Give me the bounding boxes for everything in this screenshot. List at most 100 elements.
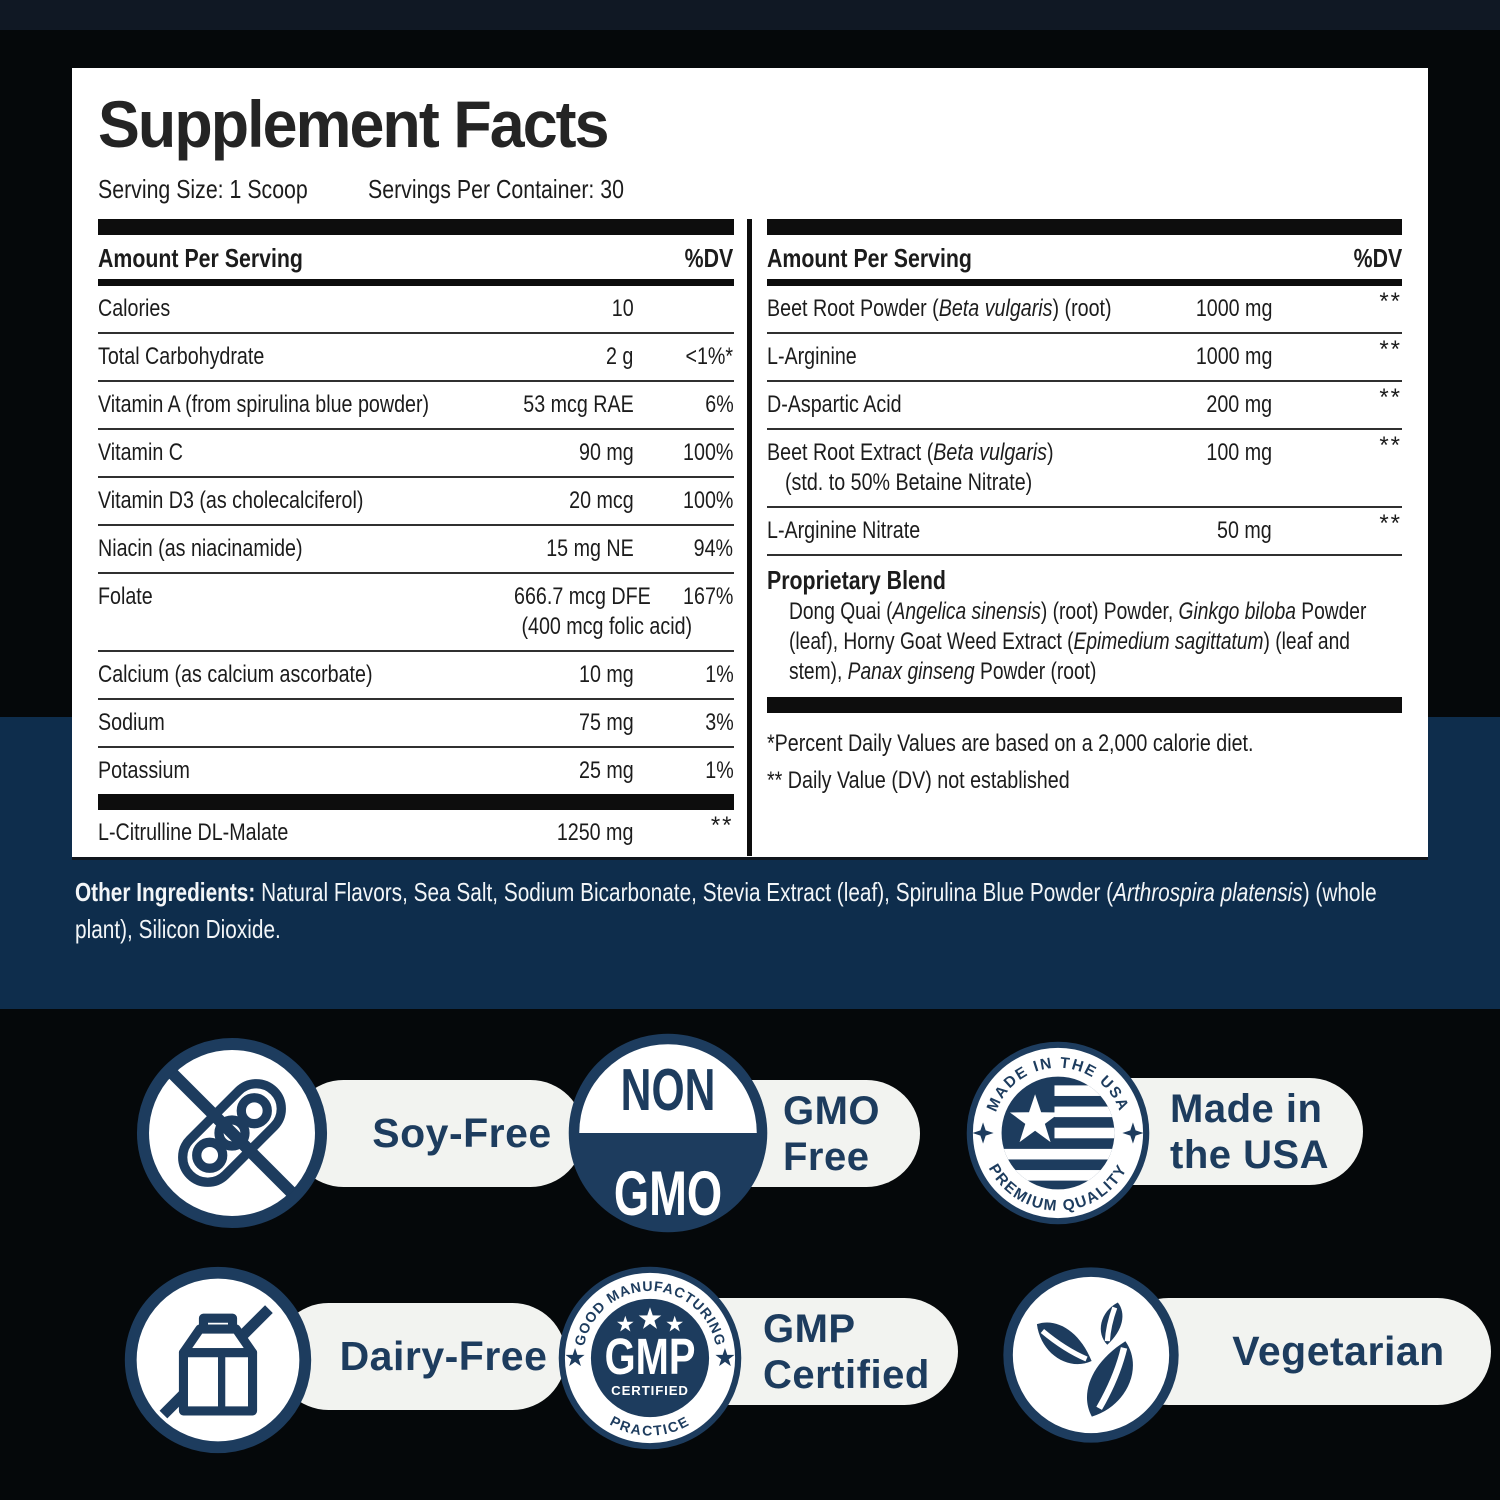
nutrient-rows-right: Beet Root Powder (Beta vulgaris) (root) 1…	[766, 286, 1403, 554]
nutrient-amount: 50 mg	[1217, 517, 1272, 544]
table-row: L-Arginine Nitrate 50 mg **	[766, 506, 1402, 554]
badge-label: Made in the USA	[1170, 1086, 1330, 1177]
nutrient-name: Total Carbohydrate	[98, 343, 265, 370]
non-gmo-seal-icon: NON GMO	[568, 1033, 768, 1233]
footnote: *Percent Daily Values are based on a 2,0…	[766, 730, 1253, 757]
table-row: Beet Root Extract (Beta vulgaris) (std. t…	[766, 428, 1402, 506]
badge-label: GMP Certified	[763, 1306, 930, 1397]
nutrient-name: L-Arginine	[766, 343, 857, 370]
column-header: Amount Per Serving %DV	[767, 235, 1403, 279]
separator-bar	[98, 219, 734, 235]
servings-per-container-label: Servings Per Container: 30	[367, 174, 624, 204]
nutrient-name: L-Arginine Nitrate	[766, 517, 920, 544]
amount-per-serving-header: Amount Per Serving	[98, 243, 303, 273]
other-ingredients: Other Ingredients: Natural Flavors, Sea …	[75, 877, 1377, 944]
nutrient-dv: **	[1379, 336, 1402, 363]
proprietary-blend: Proprietary Blend Dong Quai (Angelica si…	[766, 554, 1402, 697]
supplement-facts-panel: Supplement Facts Serving Size: 1 Scoop S…	[72, 68, 1428, 860]
dv-header: %DV	[1353, 243, 1402, 273]
nutrient-dv: 3%	[705, 709, 734, 736]
badge-pill-dairy-free: Dairy-Free	[275, 1303, 566, 1410]
table-row: L-Arginine 1000 mg **	[766, 332, 1402, 380]
column-divider	[746, 219, 752, 856]
facts-column-left: Amount Per Serving %DV Calories 10 Total C…	[98, 219, 747, 856]
badge-label: Vegetarian	[1232, 1328, 1445, 1374]
badge-label: GMO Free	[783, 1088, 881, 1179]
nutrient-dv: **	[1379, 288, 1402, 315]
serving-info: Serving Size: 1 Scoop Servings Per Conta…	[98, 174, 1402, 205]
nutrient-dv: 6%	[705, 391, 734, 418]
nutrient-dv: 167%	[683, 583, 734, 610]
table-row: L-Citrulline DL-Malate 1250 mg **	[98, 810, 734, 856]
nutrient-name: Vitamin C	[98, 439, 183, 466]
nutrient-name: Vitamin D3 (as cholecalciferol)	[98, 487, 364, 514]
nutrient-amount: 20 mcg	[568, 487, 634, 514]
facts-table: Amount Per Serving %DV Calories 10 Total C…	[98, 219, 1402, 856]
table-row: Niacin (as niacinamide) 15 mg NE 94%	[98, 524, 734, 572]
nutrient-name: Beet Root Powder (Beta vulgaris) (root)	[766, 295, 1112, 322]
table-row: Folate 666.7 mcg DFE (400 mcg folic acid) 1…	[98, 572, 734, 650]
nutrient-name: D-Aspartic Acid	[766, 391, 902, 418]
nutrient-dv: 1%	[705, 661, 734, 688]
gmp-seal-icon: GMP CERTIFIED GOOD MANUFACTURING PRACTIC…	[558, 1266, 742, 1450]
table-row: Sodium 75 mg 3%	[98, 698, 734, 746]
nutrient-name: Potassium	[98, 757, 190, 784]
nutrient-amount: 1000 mg	[1195, 295, 1272, 322]
nutrient-name: Beet Root Extract (Beta vulgaris) (std. t…	[766, 439, 1054, 496]
nutrient-name: Niacin (as niacinamide)	[98, 535, 303, 562]
nutrient-dv: 94%	[694, 535, 734, 562]
nutrient-name: Vitamin A (from spirulina blue powder)	[98, 391, 430, 418]
table-row: Calories 10	[98, 286, 734, 332]
footnotes: *Percent Daily Values are based on a 2,0…	[767, 713, 1403, 799]
nutrient-amount: 90 mg	[578, 439, 634, 466]
nutrient-rows-left: Calories 10 Total Carbohydrate 2 g <1%* Vitam…	[98, 286, 734, 856]
table-row: Vitamin D3 (as cholecalciferol) 20 mcg 100…	[98, 476, 734, 524]
nutrient-amount: 75 mg	[578, 709, 634, 736]
dv-header: %DV	[684, 243, 734, 273]
nutrient-amount: 1250 mg	[556, 819, 634, 846]
svg-text:NON: NON	[621, 1056, 716, 1123]
table-row: Calcium (as calcium ascorbate) 10 mg 1%	[98, 650, 734, 698]
nutrient-dv: 100%	[683, 487, 734, 514]
nutrient-dv: **	[1379, 510, 1402, 537]
badge-label: Soy-Free	[372, 1110, 552, 1156]
made-in-usa-seal-icon: MADE IN THE USA PREMIUM QUALITY	[966, 1041, 1150, 1225]
svg-text:CERTIFIED: CERTIFIED	[611, 1383, 689, 1398]
nutrient-dv: **	[710, 812, 734, 839]
nutrient-amount: 2 g	[606, 343, 634, 370]
table-row: Vitamin C 90 mg 100%	[98, 428, 734, 476]
nutrient-amount: 666.7 mcg DFE (400 mcg folic acid)	[513, 583, 692, 640]
amount-per-serving-header: Amount Per Serving	[766, 243, 972, 273]
serving-size-label: Serving Size: 1 Scoop	[98, 174, 308, 204]
separator-bar	[766, 279, 1402, 286]
nutrient-dv: 100%	[683, 439, 734, 466]
separator-bar	[766, 219, 1402, 235]
nutrient-amount: 53 mcg RAE	[523, 391, 634, 418]
separator-bar	[766, 697, 1402, 713]
top-strip	[0, 0, 1500, 30]
nutrient-amount: 100 mg	[1206, 439, 1272, 466]
nutrient-amount: 15 mg NE	[545, 535, 634, 562]
leaves-icon	[1003, 1267, 1179, 1443]
nutrient-amount: 1000 mg	[1195, 343, 1272, 370]
table-row: D-Aspartic Acid 200 mg **	[766, 380, 1402, 428]
proprietary-blend-description: Dong Quai (Angelica sinensis) (root) Pow…	[788, 598, 1366, 685]
nutrient-name: Folate	[98, 583, 153, 610]
facts-column-right: Amount Per Serving %DV Beet Root Powder …	[752, 219, 1403, 856]
footnote: ** Daily Value (DV) not established	[766, 767, 1070, 794]
nutrient-amount: 200 mg	[1206, 391, 1272, 418]
table-row: Beet Root Powder (Beta vulgaris) (root) 1…	[767, 286, 1403, 332]
nutrient-dv: 1%	[705, 757, 734, 784]
other-ingredients-label: Other Ingredients:	[75, 877, 256, 907]
nutrient-amount: 10	[611, 295, 634, 322]
nutrient-dv: **	[1379, 432, 1402, 459]
nutrient-amount: 10 mg	[578, 661, 634, 688]
svg-text:GMP: GMP	[605, 1327, 696, 1385]
badge-label: Dairy-Free	[339, 1333, 548, 1379]
column-header: Amount Per Serving %DV	[98, 235, 734, 279]
table-row: Potassium 25 mg 1%	[98, 746, 734, 794]
nutrient-name: Calories	[98, 295, 171, 322]
soy-crossed-icon	[136, 1037, 328, 1229]
nutrient-dv: **	[1379, 384, 1402, 411]
